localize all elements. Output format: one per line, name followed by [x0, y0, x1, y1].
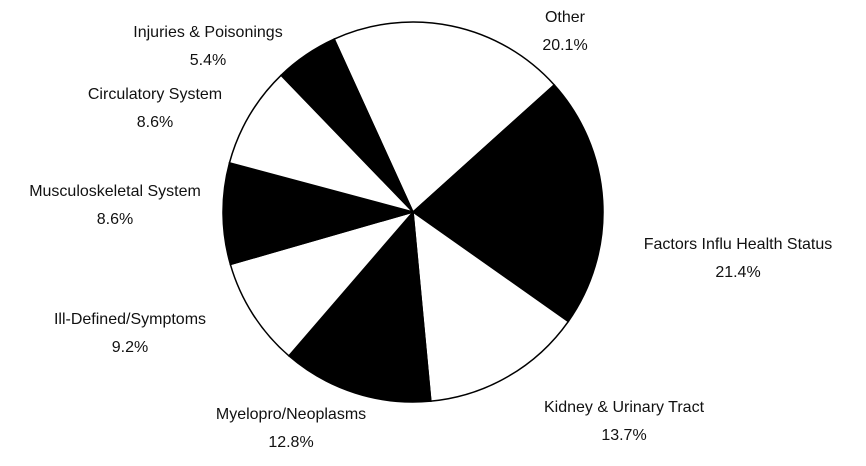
slice-label: Musculoskeletal System — [29, 183, 201, 200]
pie-slice — [287, 210, 432, 403]
pie-slice — [280, 38, 414, 213]
pie-slice — [228, 74, 416, 214]
slice-value-label: 8.6% — [137, 114, 173, 131]
pie-slice — [222, 161, 416, 266]
slice-value-label: 9.2% — [112, 339, 148, 356]
slice-label: Injuries & Poisonings — [133, 24, 282, 41]
slice-value-label: 8.6% — [97, 211, 133, 228]
slice-value-label: 20.1% — [542, 37, 587, 54]
slice-label: Circulatory System — [88, 86, 222, 103]
pie-slice — [412, 210, 570, 402]
slice-label: Ill-Defined/Symptoms — [54, 311, 206, 328]
pie-slice — [411, 83, 604, 323]
slice-label: Kidney & Urinary Tract — [544, 399, 705, 416]
slice-value-label: 21.4% — [715, 264, 760, 281]
slice-label: Factors Influ Health Status — [644, 236, 833, 253]
pie-slice — [333, 21, 556, 214]
slice-label: Other — [545, 9, 586, 26]
pie-slice — [229, 210, 416, 357]
slice-value-label: 5.4% — [190, 52, 226, 69]
slice-label: Myelopro/Neoplasms — [216, 406, 366, 423]
slice-value-label: 12.8% — [268, 434, 313, 451]
slice-value-label: 13.7% — [601, 427, 646, 444]
